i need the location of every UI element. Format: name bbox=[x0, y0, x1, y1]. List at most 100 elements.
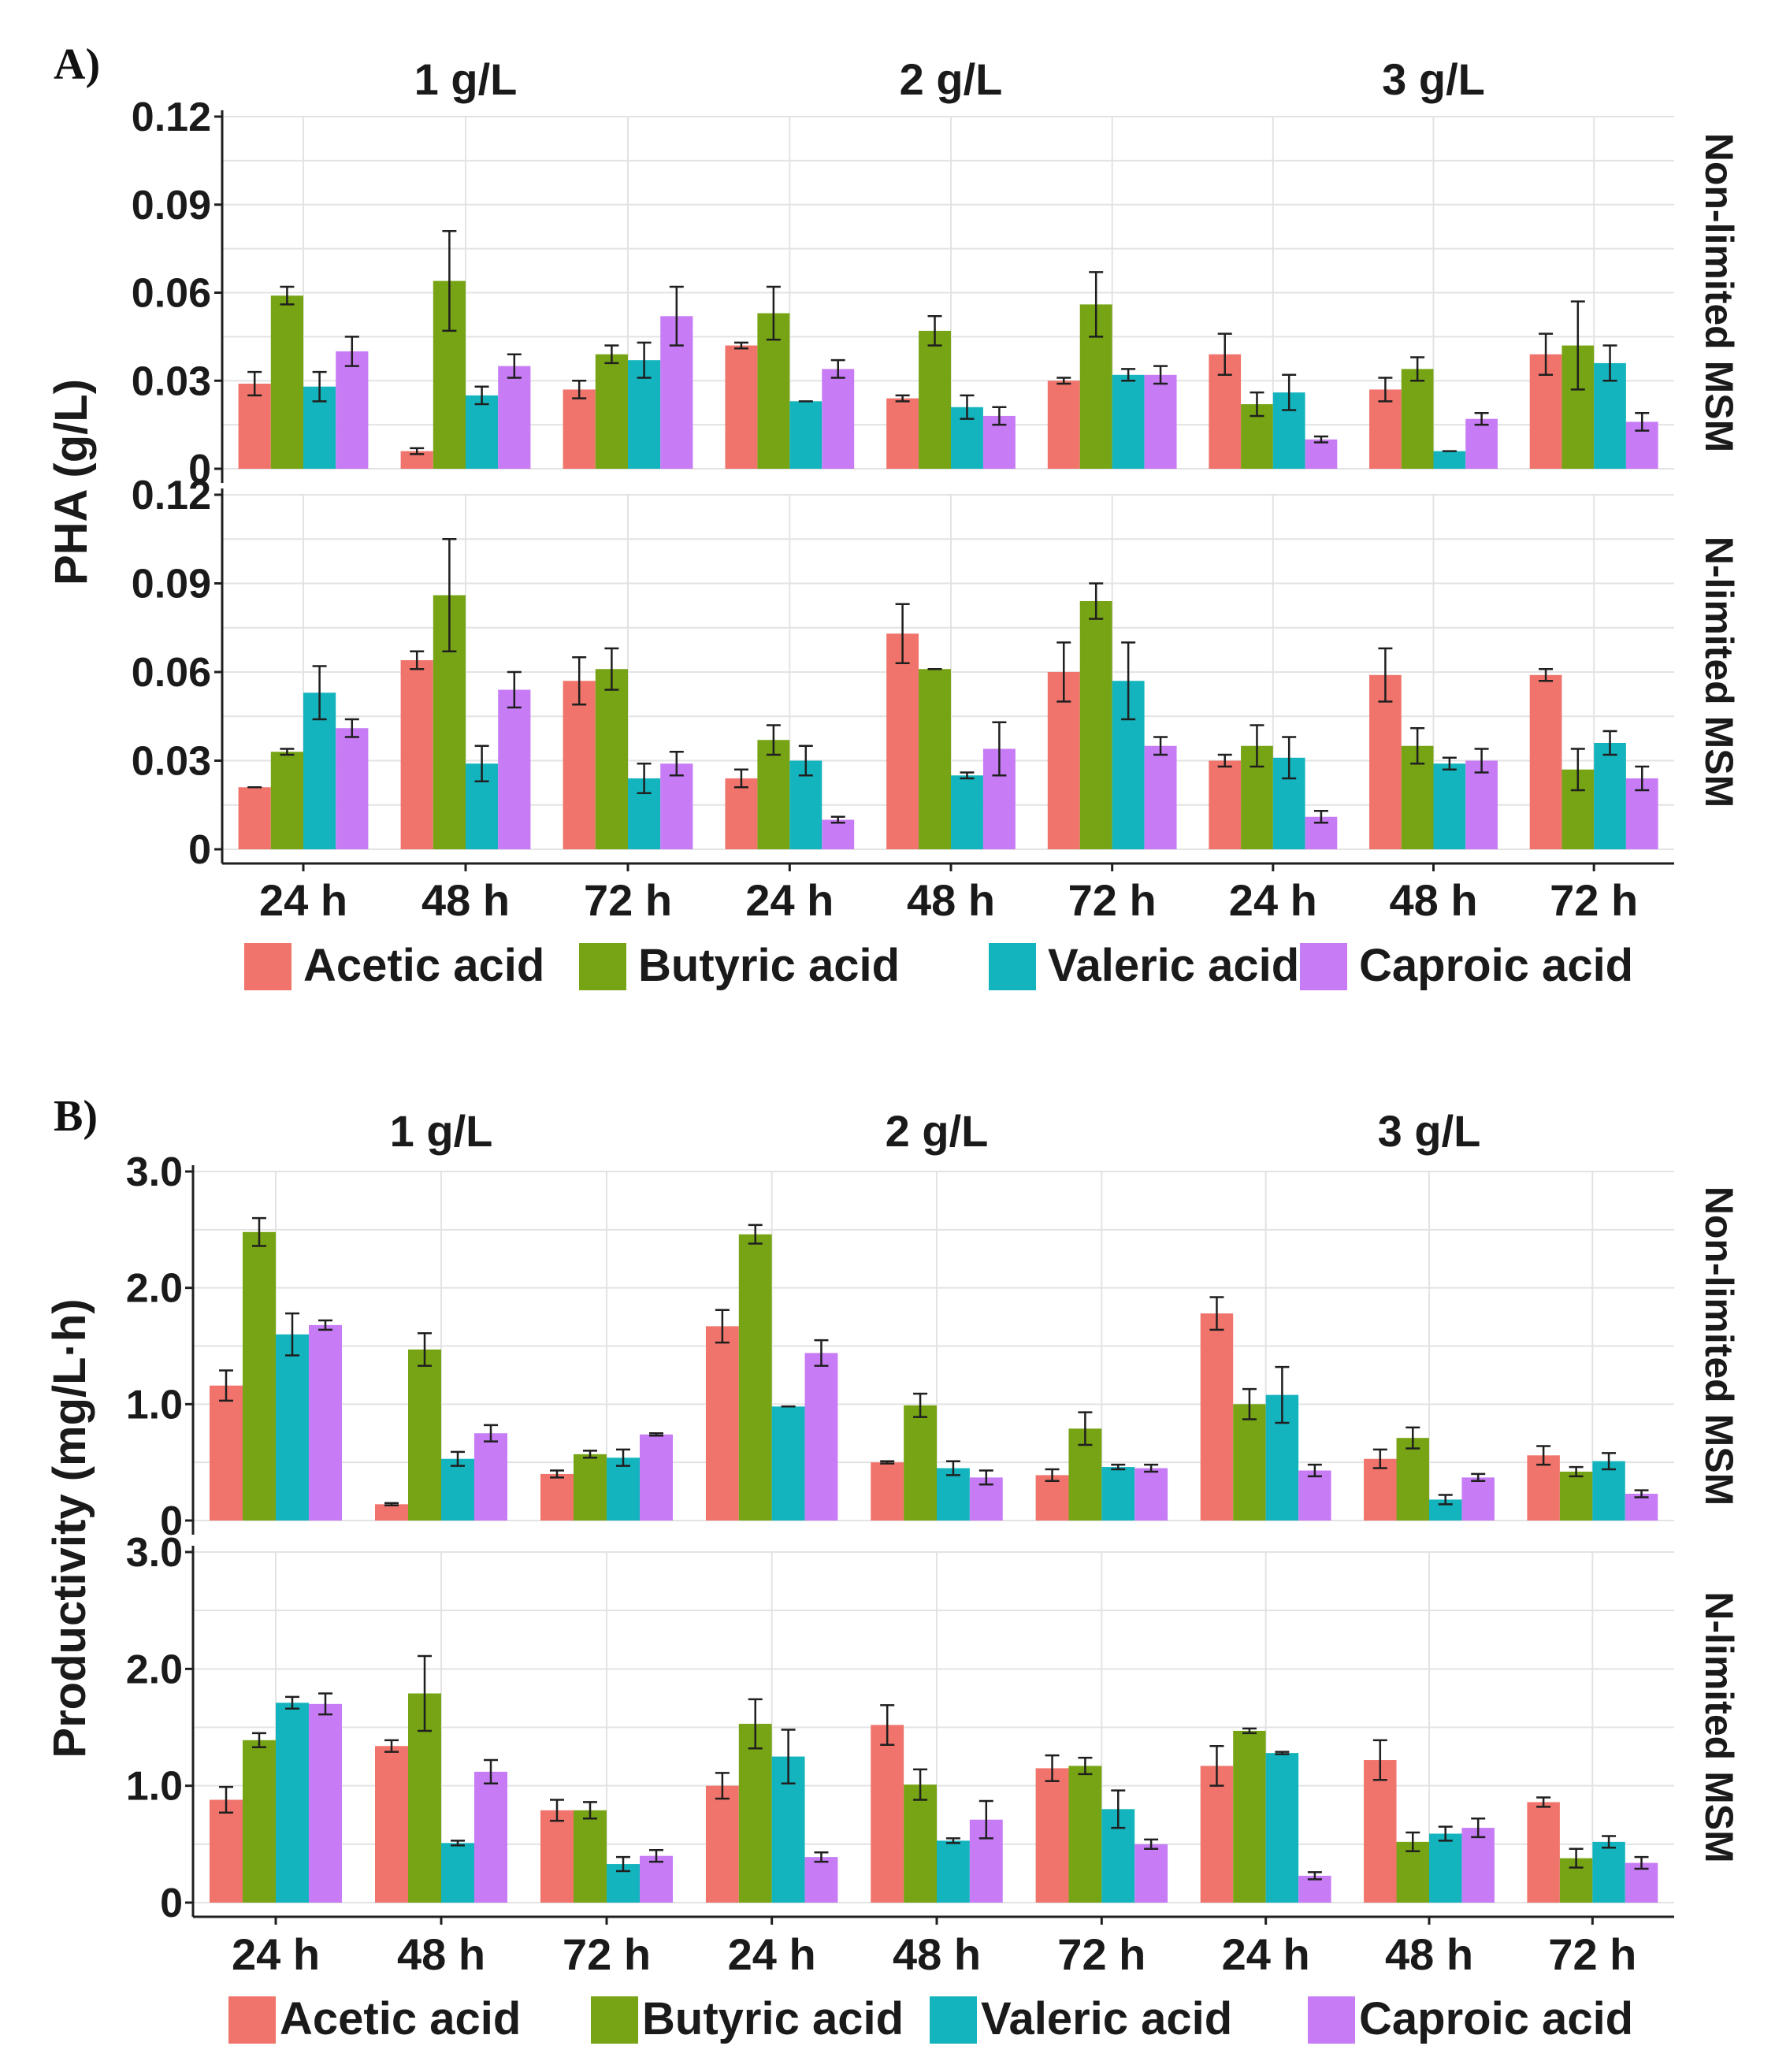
bar-caproic-acid-24h bbox=[336, 351, 369, 469]
error-bar bbox=[748, 1224, 763, 1245]
row-title: N-limited MSM bbox=[1697, 537, 1741, 808]
bar-butyric-acid-48h bbox=[1396, 1438, 1429, 1521]
row-title: N-limited MSM bbox=[1697, 1591, 1741, 1862]
x-tick-label: 72 h bbox=[584, 875, 672, 925]
error-bar bbox=[410, 650, 425, 670]
legend-item: Acetic acid bbox=[228, 1993, 521, 2044]
error-bar bbox=[1056, 377, 1071, 385]
error-bar bbox=[442, 538, 457, 652]
bar-valeric-acid-72h bbox=[1592, 1841, 1625, 1903]
error-bar bbox=[1602, 1452, 1617, 1471]
error-bar bbox=[616, 1448, 630, 1467]
panel-label: B) bbox=[54, 1092, 98, 1141]
legend-label: Acetic acid bbox=[303, 940, 544, 991]
y-axis-title: Productivity (mg/L·h) bbox=[44, 1298, 95, 1758]
bar-butyric-acid-24h bbox=[243, 1231, 276, 1521]
error-bar bbox=[1089, 582, 1104, 620]
error-bar bbox=[384, 1739, 399, 1753]
bar-caproic-acid-48h bbox=[498, 366, 531, 469]
error-bar bbox=[280, 285, 295, 306]
legend-swatch bbox=[1308, 1996, 1355, 2044]
error-bar bbox=[669, 285, 684, 347]
error-bar bbox=[649, 1849, 663, 1863]
error-bar bbox=[418, 1654, 432, 1732]
y-tick-label: 0 bbox=[160, 1498, 183, 1544]
bar-butyric-acid-72h bbox=[574, 1454, 607, 1521]
legend-label: Valeric acid bbox=[981, 1993, 1232, 2044]
x-tick-label: 24 h bbox=[232, 1929, 320, 1979]
error-bar bbox=[766, 285, 781, 341]
bar-acetic-acid-48h bbox=[871, 1725, 904, 1903]
facet bbox=[1193, 116, 1674, 470]
error-bar bbox=[1153, 365, 1168, 385]
error-bar bbox=[1282, 736, 1297, 780]
error-bar bbox=[616, 1855, 630, 1873]
column-title: 1 g/L bbox=[390, 1106, 493, 1156]
legend-label: Valeric acid bbox=[1048, 940, 1299, 991]
legend-item: Caproic acid bbox=[1308, 1993, 1633, 2044]
error-bar bbox=[318, 1319, 332, 1331]
error-bar bbox=[895, 394, 910, 403]
bar-acetic-acid-24h bbox=[705, 1326, 739, 1521]
bar-valeric-acid-24h bbox=[789, 401, 823, 469]
error-bar bbox=[945, 1837, 960, 1844]
error-bar bbox=[992, 721, 1007, 777]
row-title: Non-limited MSM bbox=[1697, 1186, 1741, 1506]
error-bar bbox=[572, 656, 587, 706]
bar-valeric-acid-48h bbox=[1429, 1833, 1462, 1903]
y-tick-label: 2.0 bbox=[126, 1647, 183, 1692]
error-bar bbox=[442, 230, 457, 332]
bar-acetic-acid-72h bbox=[1047, 381, 1080, 469]
bar-caproic-acid-24h bbox=[1298, 1470, 1331, 1521]
facet: 24 h 48 h 72 h bbox=[193, 1551, 689, 1979]
legend-label: Caproic acid bbox=[1359, 1993, 1633, 2044]
x-tick-label: 48 h bbox=[1385, 1929, 1473, 1979]
x-tick-label: 48 h bbox=[421, 875, 510, 925]
error-bar bbox=[814, 1339, 829, 1367]
error-bar bbox=[960, 771, 975, 780]
bar-acetic-acid-24h bbox=[1200, 1313, 1234, 1521]
bar-acetic-acid-72h bbox=[1529, 674, 1562, 849]
bar-caproic-acid-48h bbox=[1461, 1477, 1495, 1521]
error-bar bbox=[669, 751, 684, 777]
legend-swatch bbox=[579, 943, 626, 990]
error-bar bbox=[550, 1799, 564, 1822]
error-bar bbox=[1313, 435, 1328, 444]
error-bar bbox=[572, 380, 587, 399]
bar-caproic-acid-24h bbox=[309, 1703, 342, 1903]
bar-caproic-acid-48h bbox=[498, 689, 531, 849]
error-bar bbox=[1471, 1817, 1486, 1839]
error-bar bbox=[1539, 332, 1554, 377]
bar-butyric-acid-48h bbox=[904, 1405, 937, 1521]
error-bar bbox=[344, 336, 359, 367]
bar-valeric-acid-24h bbox=[1265, 1753, 1299, 1903]
bar-caproic-acid-72h bbox=[640, 1855, 673, 1903]
bar-valeric-acid-72h bbox=[1592, 1461, 1625, 1521]
error-bar bbox=[1539, 668, 1554, 682]
y-tick-label: 0.03 bbox=[132, 358, 211, 404]
error-bar bbox=[781, 1729, 796, 1784]
column-title: 3 g/L bbox=[1382, 54, 1485, 104]
legend-item: Valeric acid bbox=[930, 1993, 1232, 2044]
y-tick-label: 0.12 bbox=[132, 95, 211, 140]
bar-valeric-acid-48h bbox=[937, 1840, 970, 1903]
bar-valeric-acid-48h bbox=[1433, 763, 1466, 849]
bar-acetic-acid-72h bbox=[540, 1473, 574, 1521]
bar-acetic-acid-24h bbox=[238, 383, 271, 469]
x-tick-label: 72 h bbox=[563, 1929, 651, 1979]
error-bar bbox=[649, 1432, 663, 1437]
y-tick-label: 3.0 bbox=[126, 1530, 183, 1576]
error-bar bbox=[451, 1840, 465, 1847]
legend-swatch bbox=[930, 1996, 977, 2044]
error-bar bbox=[1378, 647, 1393, 703]
y-tick-label: 0 bbox=[188, 447, 211, 492]
legend-label: Caproic acid bbox=[1359, 940, 1633, 991]
error-bar bbox=[945, 1460, 960, 1476]
error-bar bbox=[1372, 1739, 1387, 1781]
column-title: 2 g/L bbox=[900, 54, 1003, 104]
error-bar bbox=[1250, 724, 1264, 768]
error-bar bbox=[1442, 756, 1457, 771]
error-bar bbox=[418, 1332, 432, 1367]
bar-acetic-acid-24h bbox=[1200, 1766, 1234, 1903]
bar-valeric-acid-48h bbox=[441, 1843, 474, 1903]
